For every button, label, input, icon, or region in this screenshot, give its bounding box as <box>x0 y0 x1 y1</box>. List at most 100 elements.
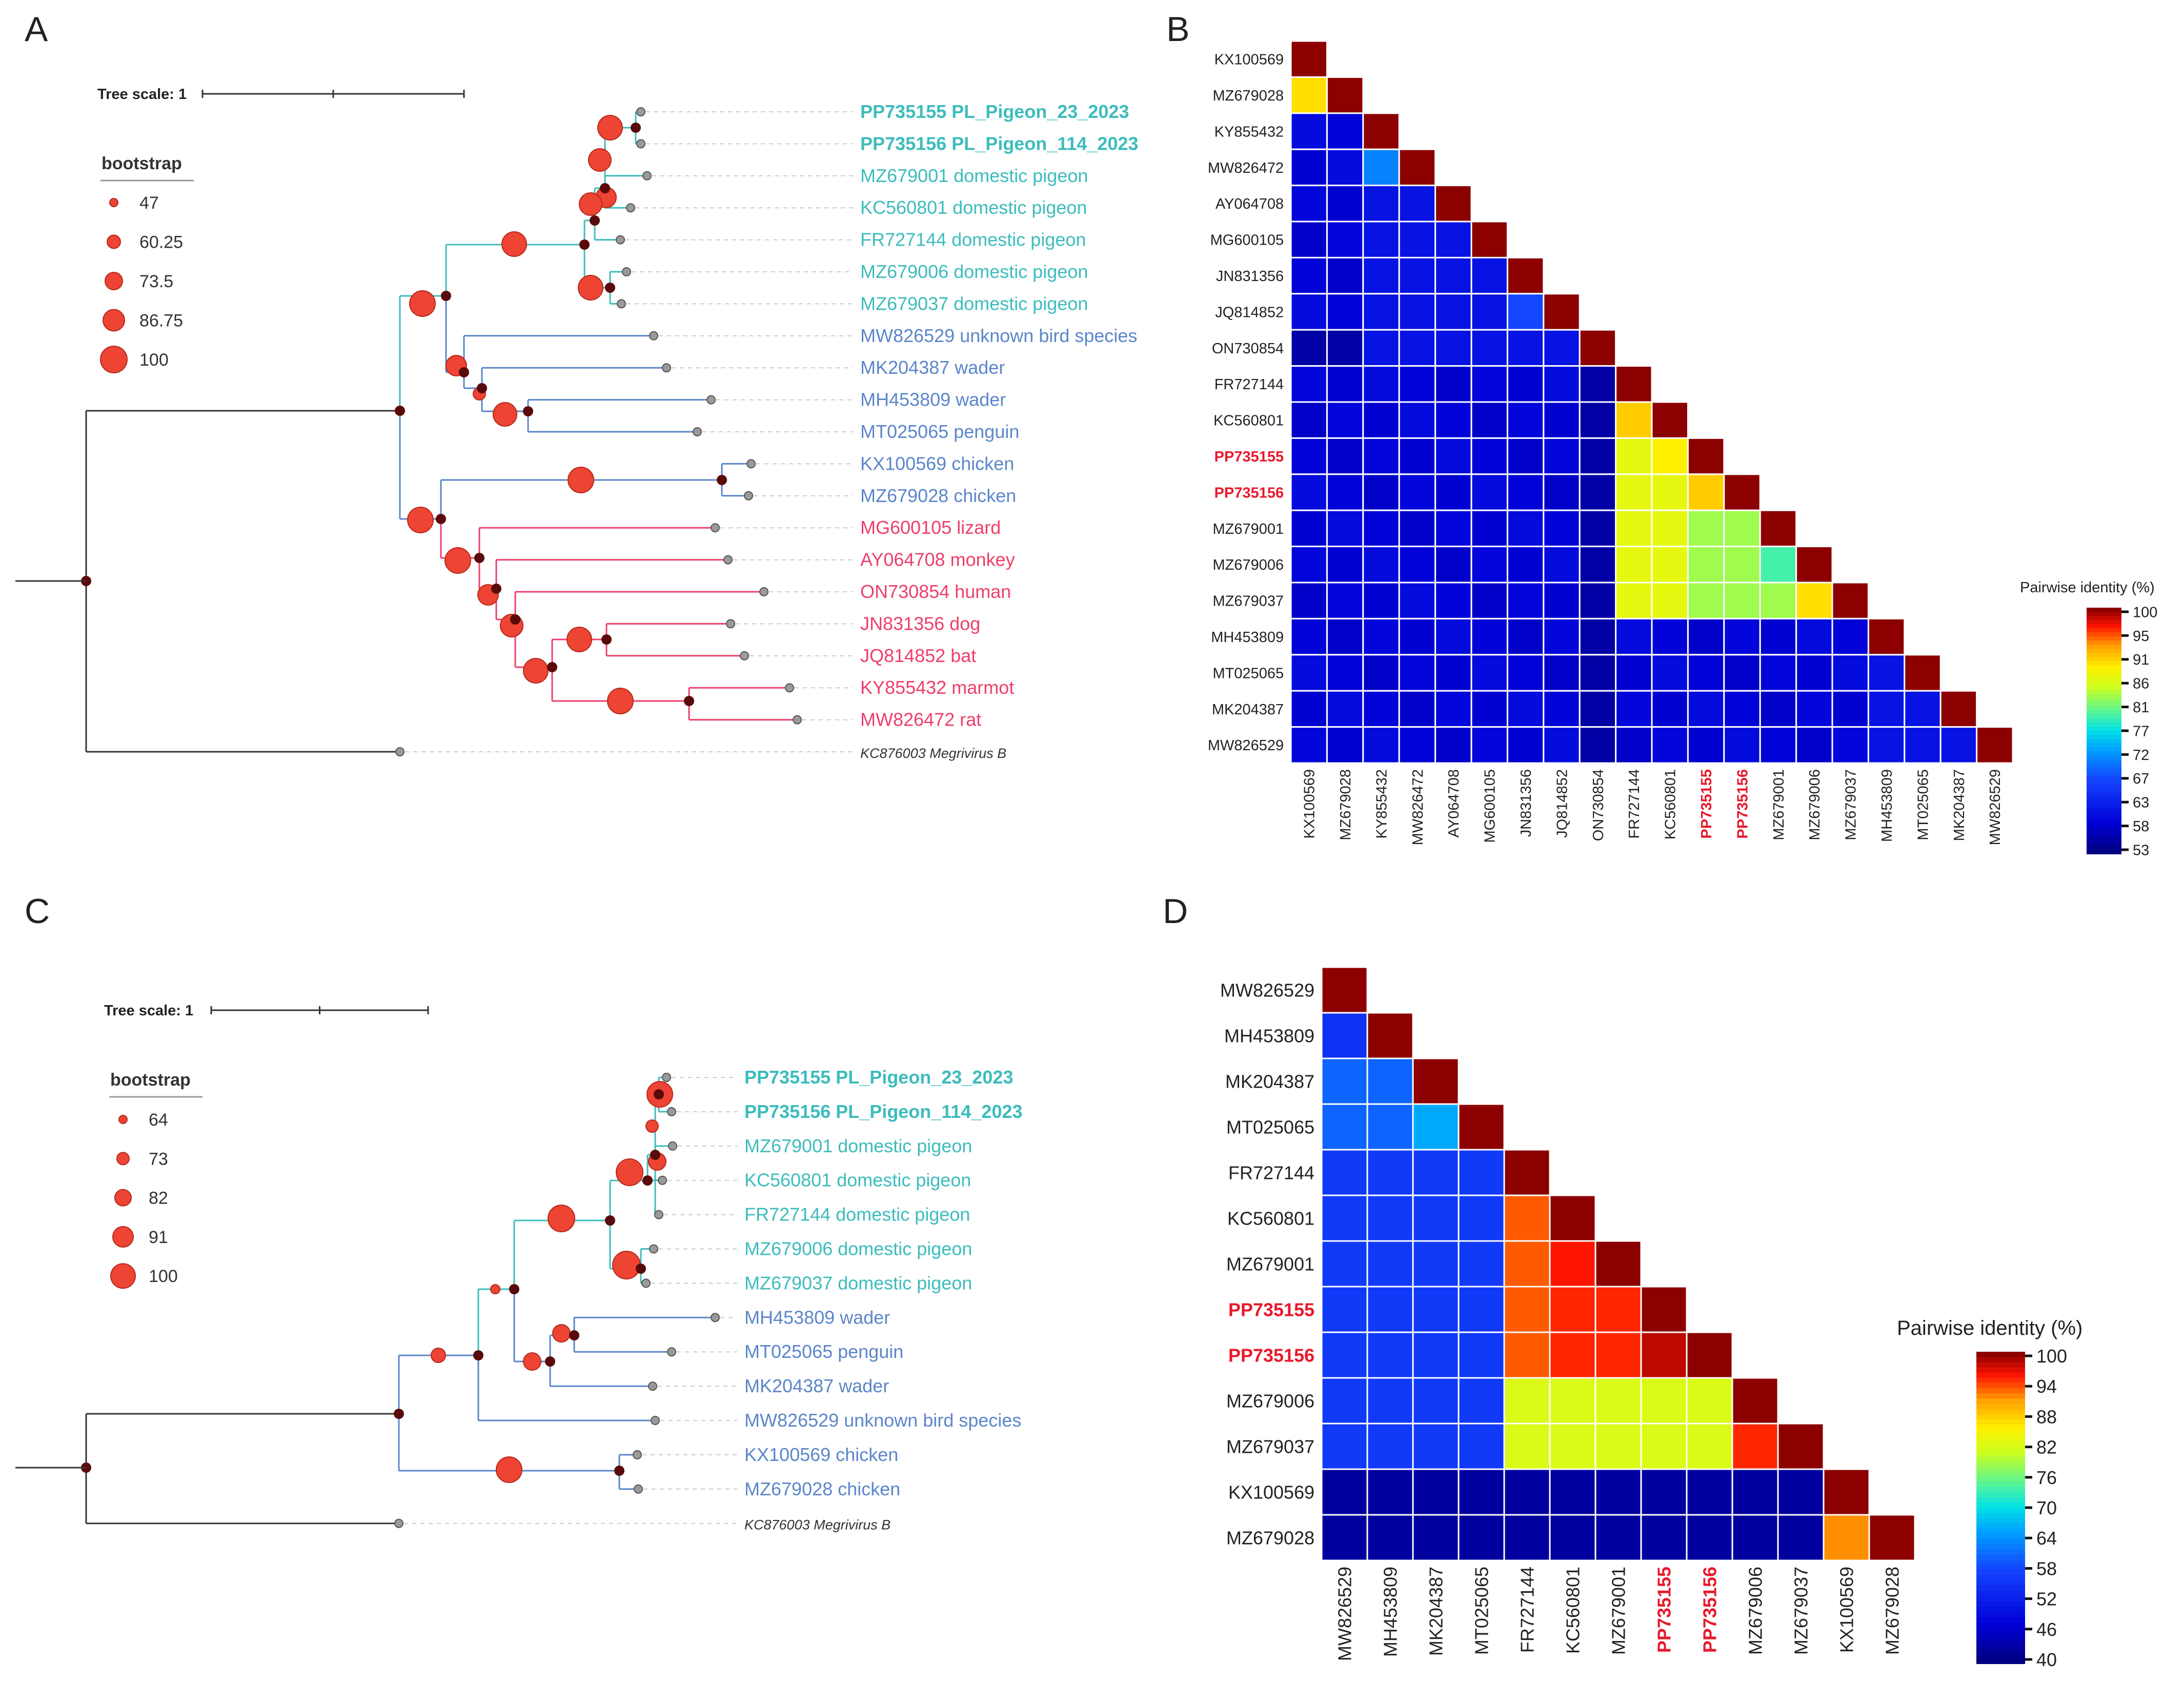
heatmap-cell <box>1412 1286 1460 1333</box>
scale-segment <box>2087 768 2121 772</box>
heatmap-row-label: PP735156 <box>1228 1345 1315 1366</box>
scale-segment <box>2087 645 2121 649</box>
heatmap-cell <box>1777 1423 1825 1470</box>
scale-segment <box>1976 1404 2025 1410</box>
internal-node <box>605 283 615 293</box>
scale-segment <box>1976 1367 2025 1373</box>
bootstrap-circle <box>523 658 549 684</box>
heatmap-cell <box>1503 1194 1551 1242</box>
scale-segment <box>2087 796 2121 801</box>
heatmap-cell <box>1326 690 1364 728</box>
heatmap-cell <box>1434 726 1472 764</box>
heatmap-cell <box>1615 546 1653 584</box>
heatmap-row-label: AY064708 <box>1216 196 1284 212</box>
heatmap-cell <box>1543 582 1581 619</box>
scale-segment <box>1976 1643 2025 1649</box>
leaf-node <box>648 1381 657 1391</box>
heatmap-cell <box>1549 1286 1596 1333</box>
internal-node <box>569 1330 579 1340</box>
heatmap-cell <box>1290 293 1328 331</box>
legend-circle <box>107 234 121 249</box>
heatmap-cell <box>1686 1331 1733 1379</box>
heatmap-row-label: ON730854 <box>1212 341 1284 357</box>
leaf-node <box>649 1244 658 1254</box>
heatmap-cell <box>1362 617 1400 656</box>
heatmap-cell <box>1290 509 1328 548</box>
scale-segment <box>2087 833 2121 838</box>
heatmap-cell <box>1615 365 1653 403</box>
internal-node <box>650 1150 660 1160</box>
scale-segment <box>1976 1362 2025 1368</box>
heatmap-cell <box>1326 617 1364 656</box>
heatmap-row-label: KY855432 <box>1215 124 1284 140</box>
heatmap-cell <box>1290 473 1328 511</box>
heatmap-cell <box>1434 582 1472 619</box>
heatmap-cell <box>1687 726 1725 764</box>
legend-value: 73 <box>149 1149 168 1169</box>
heatmap-cell <box>1321 966 1368 1014</box>
heatmap-cell <box>1434 329 1472 367</box>
heatmap-cell <box>1615 401 1653 439</box>
heatmap-col-label: JQ814852 <box>1554 769 1570 838</box>
heatmap-row-label: MH453809 <box>1211 629 1284 646</box>
heatmap-cell <box>1579 617 1617 656</box>
heatmap-cell <box>1412 1240 1460 1288</box>
heatmap-cell <box>1398 329 1437 367</box>
heatmap-cell <box>1470 293 1508 331</box>
heatmap-cell <box>1470 329 1508 367</box>
heatmap-cell <box>1615 437 1653 475</box>
heatmap-cell <box>1412 1423 1460 1470</box>
heatmap-cell <box>1290 256 1328 295</box>
scale-segment <box>1976 1528 2025 1534</box>
internal-node <box>491 584 501 594</box>
heatmap-cell <box>1549 1194 1596 1242</box>
bootstrap-circle <box>588 148 612 172</box>
heatmap-row-label: MZ679028 <box>1226 1527 1315 1548</box>
scale-segment <box>2087 649 2121 653</box>
scale-segment <box>1976 1632 2025 1638</box>
scale-segment <box>2087 723 2121 727</box>
heatmap-col-label: MT025065 <box>1915 769 1931 840</box>
heatmap-cell <box>1543 365 1581 403</box>
heatmap-col-label: MZ679037 <box>1790 1567 1811 1655</box>
scale-tick-label: 91 <box>2133 652 2149 668</box>
bootstrap-circle <box>567 627 592 652</box>
heatmap-cell <box>1434 473 1472 511</box>
leaf-node <box>626 203 635 213</box>
scale-segment <box>2087 751 2121 756</box>
heatmap-row-label: MZ679001 <box>1212 521 1284 537</box>
internal-node <box>717 475 727 485</box>
scale-tick-label: 70 <box>2036 1497 2057 1518</box>
leaf-label: MT025065 penguin <box>860 421 1019 442</box>
heatmap-cell <box>1594 1423 1642 1470</box>
leaf-node <box>622 267 631 276</box>
heatmap-cell <box>1470 473 1508 511</box>
scale-segment <box>1976 1596 2025 1602</box>
scale-segment <box>1976 1606 2025 1612</box>
scale-segment <box>1976 1352 2025 1358</box>
heatmap-cell <box>1651 690 1689 728</box>
heatmap-cell <box>1594 1331 1642 1379</box>
heatmap-col-label: MZ679001 <box>1771 769 1787 840</box>
heatmap-cell <box>1470 401 1508 439</box>
heatmap-cell <box>1777 1514 1825 1561</box>
scale-segment <box>2087 846 2121 850</box>
heatmap-cell <box>1366 1012 1414 1059</box>
panel-letter-D: D <box>1163 892 1188 931</box>
heatmap-cell <box>1326 726 1364 764</box>
heatmap-cell <box>1543 473 1581 511</box>
scale-segment <box>1976 1414 2025 1420</box>
heatmap-cell <box>1458 1514 1505 1561</box>
scale-segment <box>2087 788 2121 793</box>
heatmap-col-label: MZ679028 <box>1882 1567 1903 1655</box>
leaf-label: PP735155 PL_Pigeon_23_2023 <box>860 101 1129 122</box>
heatmap-cell <box>1362 401 1400 439</box>
heatmap-cell <box>1549 1377 1596 1425</box>
heatmap-cell <box>1321 1012 1368 1059</box>
scale-segment <box>1976 1424 2025 1430</box>
heatmap-cell <box>1831 726 1869 764</box>
scale-segment <box>1976 1419 2025 1425</box>
heatmap-cell <box>1470 221 1508 258</box>
heatmap-cell <box>1458 1286 1505 1333</box>
